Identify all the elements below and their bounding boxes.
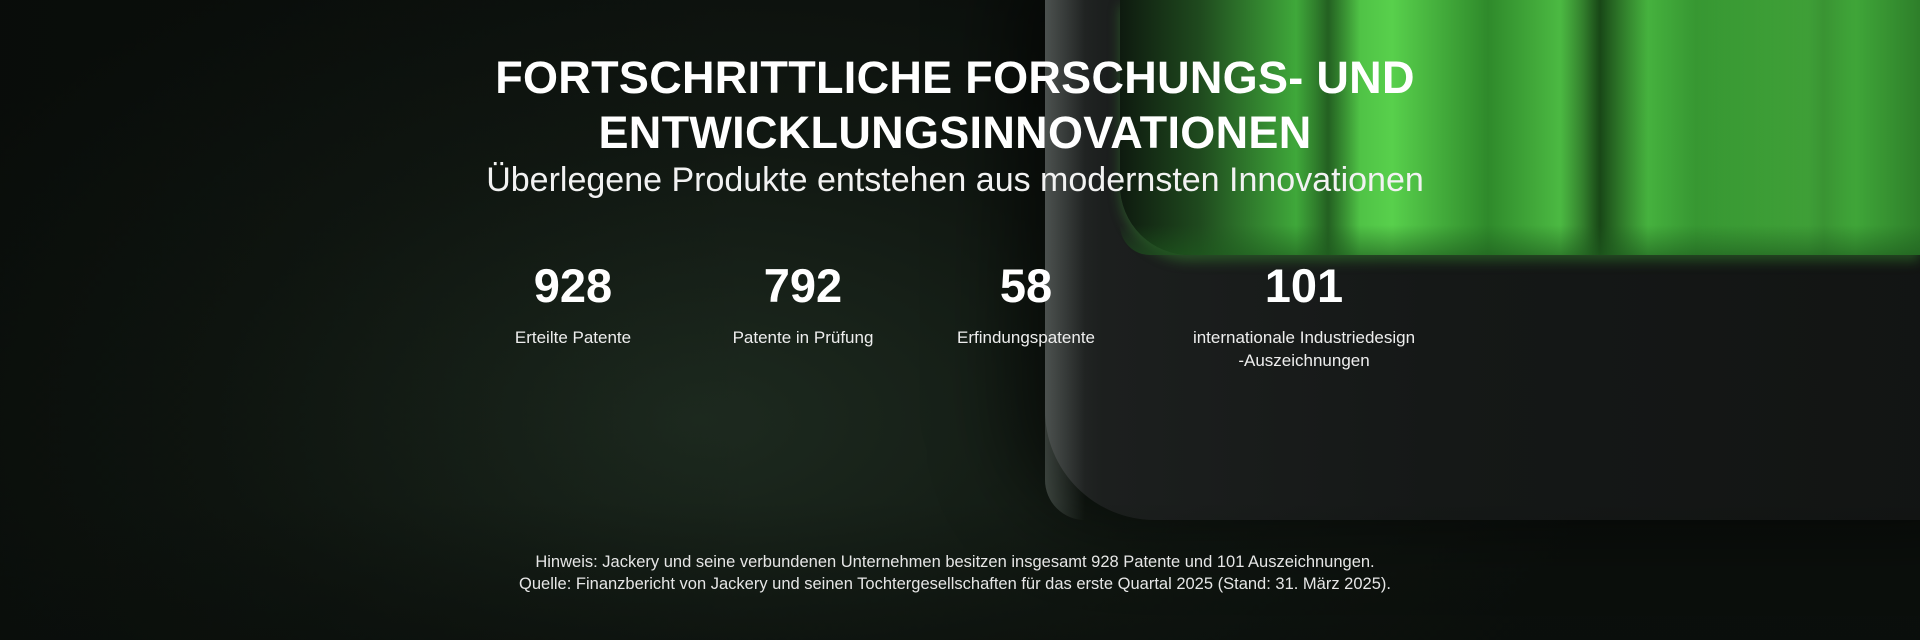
- stat-label: Erfindungspatente: [957, 328, 1095, 347]
- stat-value: 792: [763, 259, 843, 312]
- footnote: Hinweis: Jackery und seine verbundenen U…: [0, 551, 1910, 595]
- title-line-2: ENTWICKLUNGSINNOVATIONEN: [598, 107, 1312, 158]
- footnote-hint: Hinweis: Jackery und seine verbundenen U…: [535, 553, 1375, 571]
- stat-value: 928: [533, 259, 613, 312]
- stat-granted-patents: 928 Erteilte Patente: [423, 258, 723, 349]
- section-subtitle: Überlegene Produkte entstehen aus modern…: [486, 161, 1424, 199]
- stat-design-awards: 101 internationale Industriedesign -Ausz…: [1154, 258, 1454, 372]
- footnote-source: Quelle: Finanzbericht von Jackery und se…: [519, 575, 1391, 593]
- stat-pending-patents: 792 Patente in Prüfung: [653, 258, 953, 349]
- stat-value: 58: [999, 259, 1053, 312]
- stat-label-line-2: -Auszeichnungen: [1238, 351, 1370, 370]
- stat-label: Patente in Prüfung: [732, 328, 874, 347]
- stat-value: 101: [1264, 259, 1344, 312]
- stat-label: Erteilte Patente: [514, 328, 632, 347]
- title-line-1: FORTSCHRITTLICHE FORSCHUNGS- UND: [495, 52, 1415, 103]
- stat-label-line-1: internationale Industriedesign: [1192, 328, 1416, 347]
- stat-invention-patents: 58 Erfindungspatente: [876, 258, 1176, 349]
- section-title: FORTSCHRITTLICHE FORSCHUNGS- UND ENTWICK…: [0, 50, 1910, 160]
- stat-label: internationale Industriedesign -Auszeich…: [1154, 326, 1454, 372]
